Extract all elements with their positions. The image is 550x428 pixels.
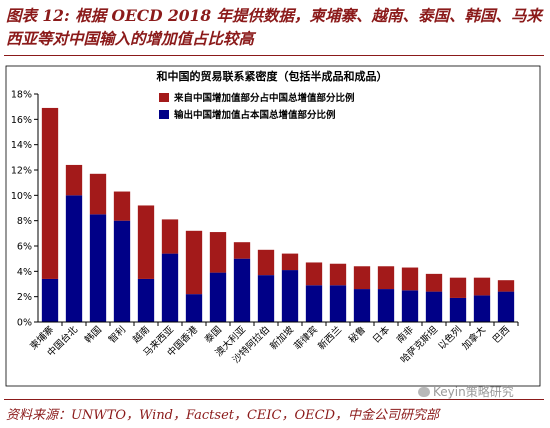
title-rule xyxy=(4,55,544,56)
x-category-label: 以色列 xyxy=(435,324,464,353)
y-tick-label: 0% xyxy=(17,318,32,329)
source-note: 资料来源：UNWTO，Wind，Factset，CEIC，OECD，中金公司研究… xyxy=(6,408,440,423)
x-category-label: 加拿大 xyxy=(459,323,488,352)
bars xyxy=(41,107,515,322)
bar-segment-bottom xyxy=(137,278,155,322)
bar-segment-top xyxy=(473,277,491,296)
x-category-label: 智利 xyxy=(106,324,128,346)
bar-segment-top xyxy=(185,230,203,295)
y-axis: 0% 2% 4% 6% 8% 10% 12% 14% 16% 18% xyxy=(11,90,39,329)
bar-segment-top xyxy=(401,267,419,291)
bar-segment-top xyxy=(41,107,59,279)
bar-segment-top xyxy=(137,205,155,279)
y-tick-label: 16% xyxy=(11,115,32,126)
bar-segment-bottom xyxy=(233,258,251,322)
bar-segment-bottom xyxy=(65,195,83,322)
x-category-label: 菲律宾 xyxy=(291,324,320,353)
bar-segment-bottom xyxy=(473,295,491,322)
x-category-label: 越南 xyxy=(130,324,152,346)
x-category-label: 巴西 xyxy=(491,324,512,345)
bar-segment-bottom xyxy=(401,290,419,322)
wechat-icon xyxy=(418,387,430,397)
bar-segment-top xyxy=(329,263,347,286)
bar-segment-bottom xyxy=(281,270,299,322)
legend-swatch-top xyxy=(159,93,169,102)
bar-segment-top xyxy=(233,242,251,259)
bar-segment-bottom xyxy=(257,275,275,322)
bar-segment-bottom xyxy=(209,272,227,322)
bar-segment-top xyxy=(161,219,179,254)
y-tick-label: 2% xyxy=(17,292,32,303)
x-category-label: 新西兰 xyxy=(315,324,344,353)
x-category-label: 新加坡 xyxy=(267,323,296,352)
bar-segment-top xyxy=(305,262,323,286)
bar-segment-top xyxy=(353,266,371,290)
legend-swatch-bottom xyxy=(159,110,169,119)
y-tick-label: 18% xyxy=(11,90,32,101)
bar-segment-top xyxy=(113,191,131,221)
y-tick-label: 14% xyxy=(11,140,32,151)
watermark-text: Keyin策略研究 xyxy=(433,385,514,399)
bar-segment-bottom xyxy=(329,285,347,322)
x-category-label: 泰国 xyxy=(202,324,224,346)
x-category-label: 韩国 xyxy=(82,324,104,346)
legend-label-top: 来自中国增加值部分占中国总增值部分比例 xyxy=(173,92,355,104)
source-rule xyxy=(4,399,544,400)
stacked-bar-chart: 和中国的贸易联系紧密度（包括半成品和成品） 来自中国增加值部分占中国总增值部分比… xyxy=(5,65,541,387)
bar-segment-bottom xyxy=(377,289,395,322)
figure-title: 图表 12: 根据 OECD 2018 年提供数据，柬埔寨、越南、泰国、韩国、马… xyxy=(6,6,543,48)
bar-segment-top xyxy=(209,232,227,273)
plot-frame xyxy=(5,65,541,387)
bar-segment-bottom xyxy=(185,294,203,322)
bar-segment-top xyxy=(377,266,395,290)
legend: 来自中国增加值部分占中国总增值部分比例 输出中国增加值占本国总增值部分比例 xyxy=(159,92,355,121)
bar-segment-bottom xyxy=(449,297,467,322)
y-tick-label: 4% xyxy=(17,267,32,278)
bar-segment-top xyxy=(89,173,107,215)
y-tick-label: 6% xyxy=(17,242,32,253)
bar-segment-bottom xyxy=(161,253,179,322)
bar-segment-top xyxy=(257,249,275,276)
bar-segment-top xyxy=(449,277,467,298)
bar-segment-bottom xyxy=(305,285,323,322)
x-category-label: 秘鲁 xyxy=(346,324,368,346)
bar-segment-top xyxy=(497,280,515,292)
watermark: Keyin策略研究 xyxy=(418,383,514,400)
bar-segment-bottom xyxy=(497,291,515,322)
x-category-label: 日本 xyxy=(370,323,392,345)
bar-segment-top xyxy=(281,253,299,271)
bar-segment-bottom xyxy=(89,214,107,322)
bar-segment-top xyxy=(65,164,83,196)
bar-segment-bottom xyxy=(425,291,443,322)
y-tick-label: 8% xyxy=(17,216,32,227)
bar-segment-bottom xyxy=(353,289,371,322)
chart-title: 和中国的贸易联系紧密度（包括半成品和成品） xyxy=(157,69,388,83)
bar-segment-bottom xyxy=(113,220,131,322)
y-tick-label: 10% xyxy=(11,191,32,202)
chart-border xyxy=(5,65,541,387)
bar-segment-bottom xyxy=(41,278,59,322)
bar-segment-top xyxy=(425,273,443,292)
y-tick-label: 12% xyxy=(11,166,32,177)
legend-label-bottom: 输出中国增加值占本国总增值部分比例 xyxy=(174,109,336,121)
